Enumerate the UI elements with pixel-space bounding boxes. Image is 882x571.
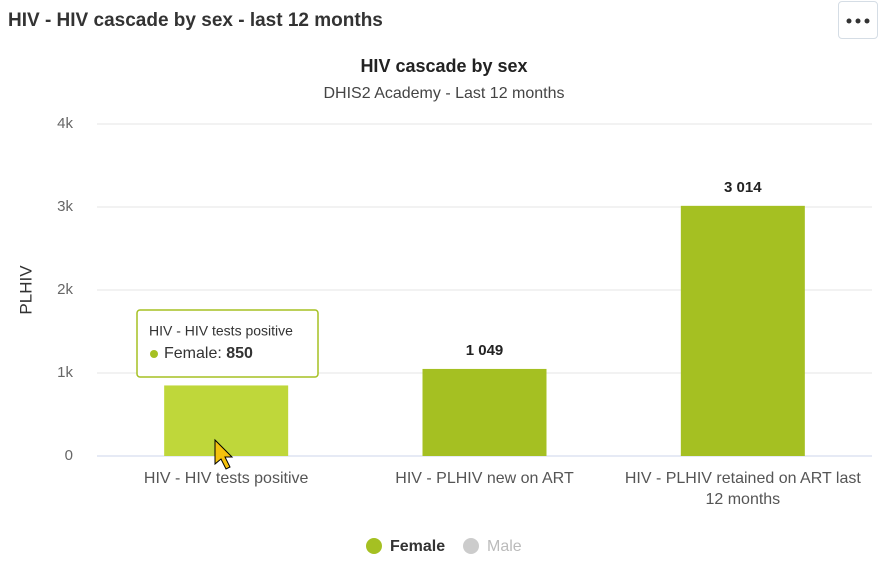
panel-title: HIV - HIV cascade by sex - last 12 month… bbox=[8, 10, 383, 31]
menu-button[interactable] bbox=[838, 1, 878, 39]
menu-icon bbox=[846, 18, 870, 24]
tooltip: HIV - HIV tests positive Female: 850 bbox=[136, 309, 319, 378]
y-tick-label: 2k bbox=[57, 281, 73, 298]
tooltip-dot bbox=[150, 350, 158, 358]
bar bbox=[164, 385, 289, 456]
y-tick-label: 0 bbox=[65, 447, 73, 464]
cursor bbox=[214, 438, 234, 470]
tooltip-sep: : bbox=[217, 345, 226, 362]
tooltip-value: 850 bbox=[226, 345, 253, 362]
y-tick-label: 4k bbox=[57, 115, 73, 132]
tooltip-box bbox=[136, 309, 319, 378]
bar bbox=[680, 205, 805, 456]
tooltip-series: Female bbox=[164, 345, 217, 362]
y-tick-label: 1k bbox=[57, 364, 73, 381]
chart-title: HIV cascade by sex bbox=[360, 56, 527, 76]
x-tick-label: HIV - PLHIV retained on ART last 12 mont… bbox=[624, 470, 861, 508]
y-axis-label: PLHIV bbox=[16, 265, 35, 315]
data-label: 3 014 bbox=[724, 179, 762, 196]
tooltip-line: Female: 850 bbox=[164, 345, 253, 362]
x-tick-label: HIV - HIV tests positive bbox=[143, 470, 309, 487]
legend-swatch bbox=[463, 538, 479, 554]
legend-label[interactable]: Male bbox=[487, 538, 522, 555]
y-tick-label: 3k bbox=[57, 198, 73, 215]
chart-subtitle: DHIS2 Academy - Last 12 months bbox=[324, 85, 565, 102]
data-label: 1 049 bbox=[466, 342, 504, 359]
tooltip-header: HIV - HIV tests positive bbox=[149, 323, 293, 339]
bar bbox=[422, 368, 547, 456]
legend-label[interactable]: Female bbox=[390, 538, 445, 555]
x-tick-label: HIV - PLHIV new on ART bbox=[395, 470, 574, 487]
legend-swatch bbox=[366, 538, 382, 554]
